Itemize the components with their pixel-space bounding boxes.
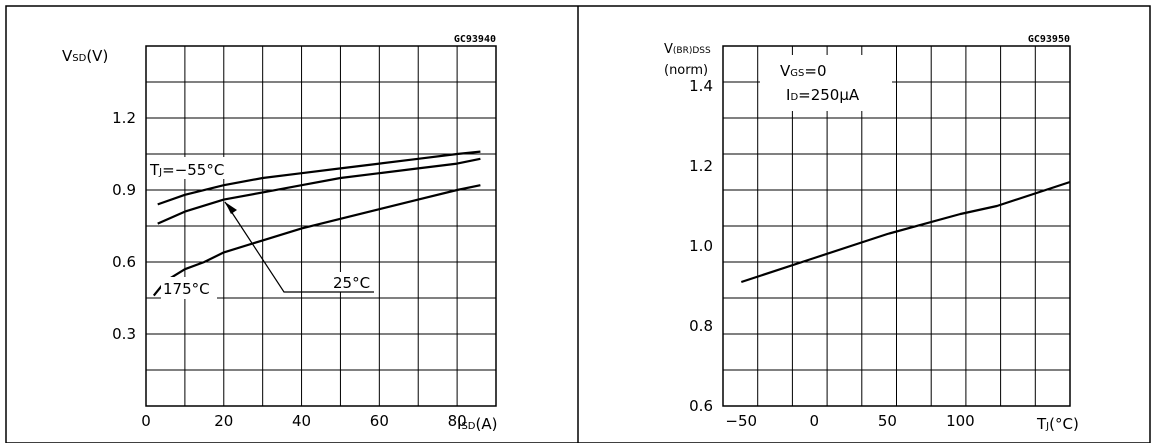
- series-group: [740, 180, 1071, 284]
- label-175-bg: [161, 277, 217, 299]
- y-axis-label: V(BR)DSS: [664, 42, 711, 57]
- series-group: [152, 150, 481, 297]
- x-axis-label: ISD(A): [457, 415, 497, 433]
- y-tick-label: 0.3: [112, 325, 136, 343]
- y-tick-label: 1.0: [689, 237, 713, 255]
- y-tick-label: 1.2: [112, 109, 136, 127]
- figure-code: GC93940: [454, 34, 496, 45]
- series-line-0: [157, 150, 481, 206]
- series-line-0: [740, 180, 1071, 284]
- x-tick-label: 0: [141, 412, 151, 430]
- figure-code: GC93950: [1028, 34, 1070, 45]
- condition-id: ID=250μA: [786, 86, 860, 104]
- tj-label-bg: [150, 157, 236, 179]
- plot-area-border: [145, 45, 497, 407]
- leader-25c: [224, 201, 374, 293]
- plot-area-border: [722, 45, 1071, 407]
- y-tick-label: 0.6: [689, 397, 713, 415]
- label-25c: 25°C: [333, 274, 370, 292]
- y-tick-label: 0.6: [112, 253, 136, 271]
- series-line-1: [157, 157, 481, 225]
- y-tick-label: 1.4: [689, 77, 713, 95]
- conditions-bg: [760, 55, 892, 111]
- x-tick-label: 50: [878, 412, 897, 430]
- x-tick-label: 0: [810, 412, 820, 430]
- x-tick-labels: 0 20 40 60 80: [141, 412, 466, 430]
- chart-vbrdss-vs-tj: 0.6 0.8 1.0 1.2 1.4 −50 0 50 100 GC93950 V(BR)D…: [664, 34, 1079, 433]
- x-axis-label: TJ(°C): [1036, 415, 1079, 433]
- y-tick-labels: 0.6 0.8 1.0 1.2 1.4: [689, 77, 713, 415]
- y-tick-label: 0.9: [112, 181, 136, 199]
- y-tick-label: 0.8: [689, 317, 713, 335]
- label-175c: 175°C: [163, 280, 210, 298]
- grid: [146, 46, 496, 406]
- y-axis-label: VSD(V): [62, 47, 108, 65]
- label-25-bg: [330, 272, 376, 292]
- condition-vgs: VGS=0: [780, 62, 827, 80]
- y-tick-label: 1.2: [689, 157, 713, 175]
- x-tick-label: 100: [946, 412, 975, 430]
- x-tick-label: 60: [370, 412, 389, 430]
- x-tick-label: 20: [214, 412, 233, 430]
- x-tick-label: 80: [448, 412, 467, 430]
- x-tick-labels: −50 0 50 100: [725, 412, 974, 430]
- series-line-2: [152, 184, 481, 297]
- arrowhead-25c: [225, 202, 237, 214]
- y-tick-labels: 0.3 0.6 0.9 1.2: [112, 109, 136, 343]
- y-axis-label-norm: (norm): [664, 63, 708, 78]
- x-tick-label: 40: [292, 412, 311, 430]
- x-tick-label: −50: [725, 412, 757, 430]
- chart-vsd-vs-isd: 0.3 0.6 0.9 1.2 0 20 40 60 80 GC93940 VSD(V) IS…: [62, 34, 497, 433]
- tj-minus55-label: TJ=−55°C: [149, 161, 224, 179]
